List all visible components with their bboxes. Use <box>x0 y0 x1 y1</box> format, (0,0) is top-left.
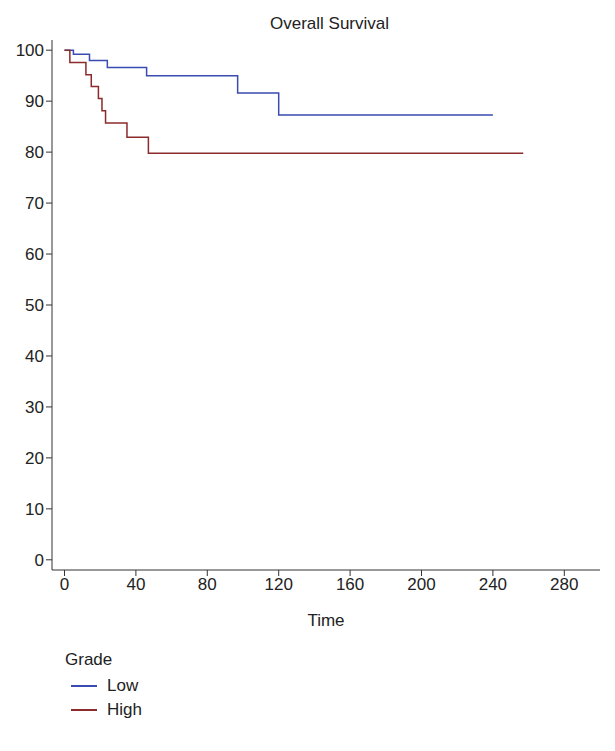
svg-text:40: 40 <box>25 347 44 366</box>
html-text:Low: Low <box>107 676 139 695</box>
svg-text:0: 0 <box>35 551 44 570</box>
svg-text:80: 80 <box>198 575 217 594</box>
svg-text:30: 30 <box>25 398 44 417</box>
svg-text:70: 70 <box>25 194 44 213</box>
svg-text:0: 0 <box>60 575 69 594</box>
html-text:Overall Survival: Overall Survival <box>270 14 389 33</box>
svg-text:10: 10 <box>25 500 44 519</box>
svg-text:100: 100 <box>16 41 44 60</box>
html-text:High: High <box>107 700 142 719</box>
html-text:Grade: Grade <box>65 650 113 669</box>
svg-text:80: 80 <box>25 143 44 162</box>
svg-text:160: 160 <box>336 575 364 594</box>
svg-text:Time: Time <box>307 611 344 630</box>
svg-text:40: 40 <box>126 575 145 594</box>
svg-text:90: 90 <box>25 92 44 111</box>
svg-text:240: 240 <box>479 575 507 594</box>
svg-text:50: 50 <box>25 296 44 315</box>
svg-text:20: 20 <box>25 449 44 468</box>
svg-text:120: 120 <box>265 575 293 594</box>
svg-text:200: 200 <box>407 575 435 594</box>
svg-text:280: 280 <box>550 575 578 594</box>
svg-text:60: 60 <box>25 245 44 264</box>
